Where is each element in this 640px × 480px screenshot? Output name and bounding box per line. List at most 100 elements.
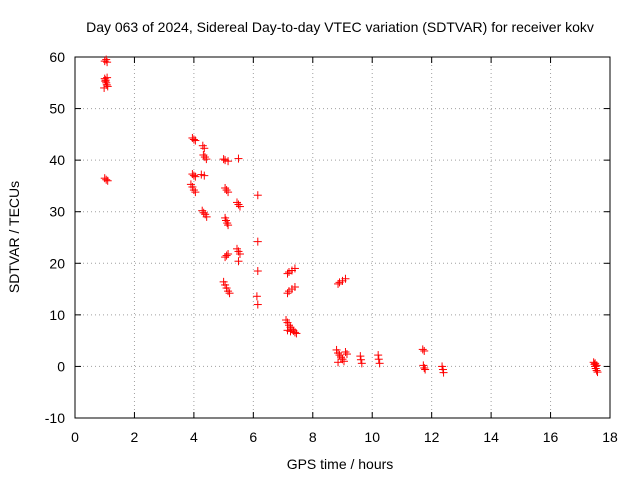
data-point bbox=[202, 212, 211, 221]
x-tick-label: 8 bbox=[309, 429, 317, 445]
x-tick-label: 0 bbox=[71, 429, 79, 445]
data-point bbox=[189, 135, 198, 144]
data-points bbox=[100, 55, 602, 377]
data-point bbox=[200, 171, 209, 180]
data-point bbox=[590, 360, 599, 369]
data-point bbox=[200, 144, 209, 153]
data-point bbox=[342, 350, 351, 359]
data-point bbox=[223, 219, 232, 228]
y-tick-label: 30 bbox=[49, 204, 65, 220]
data-point bbox=[191, 136, 200, 145]
y-tick-label: -10 bbox=[45, 410, 65, 426]
data-point bbox=[225, 289, 234, 298]
data-point bbox=[283, 289, 292, 298]
y-tick-label: 10 bbox=[49, 307, 65, 323]
data-point bbox=[375, 359, 384, 368]
data-point bbox=[283, 269, 292, 278]
x-tick-label: 10 bbox=[364, 429, 380, 445]
data-point bbox=[103, 176, 112, 185]
x-tick-label: 18 bbox=[602, 429, 618, 445]
y-tick-label: 0 bbox=[57, 358, 65, 374]
data-point bbox=[418, 345, 427, 354]
data-point bbox=[100, 83, 109, 92]
data-point bbox=[593, 368, 602, 377]
data-point bbox=[290, 264, 299, 273]
data-point bbox=[421, 365, 430, 374]
x-tick-label: 2 bbox=[131, 429, 139, 445]
data-point bbox=[420, 346, 429, 355]
data-point bbox=[286, 327, 295, 336]
data-point bbox=[290, 283, 299, 292]
data-point bbox=[338, 355, 347, 364]
data-point bbox=[374, 351, 383, 360]
data-point bbox=[339, 357, 348, 366]
data-point bbox=[334, 358, 343, 367]
data-point bbox=[356, 355, 365, 364]
data-point bbox=[224, 157, 233, 166]
x-axis-label: GPS time / hours bbox=[287, 456, 394, 472]
data-point bbox=[219, 155, 228, 164]
data-point bbox=[224, 188, 233, 197]
data-point bbox=[224, 221, 233, 230]
data-point bbox=[285, 321, 293, 330]
data-point bbox=[103, 58, 112, 67]
data-point bbox=[252, 292, 261, 301]
data-point bbox=[189, 186, 198, 195]
data-point bbox=[374, 355, 383, 364]
data-point bbox=[235, 250, 244, 259]
data-point bbox=[341, 274, 350, 283]
data-point bbox=[222, 251, 231, 260]
plot-border bbox=[74, 56, 611, 419]
data-point bbox=[202, 155, 211, 164]
data-point bbox=[189, 171, 198, 180]
data-point bbox=[234, 200, 243, 209]
data-point bbox=[591, 359, 600, 368]
x-tick-label: 4 bbox=[190, 429, 198, 445]
data-point bbox=[334, 279, 343, 288]
y-tick-label: 60 bbox=[49, 49, 65, 65]
data-point bbox=[191, 172, 200, 181]
x-tick-label: 12 bbox=[424, 429, 440, 445]
data-point bbox=[335, 351, 344, 360]
data-point bbox=[232, 198, 241, 207]
tick-labels: 0 2 4 6 8 10 12 14 16 18 -10 0 10 20 30 40 50 60 bbox=[45, 49, 618, 445]
data-point bbox=[103, 82, 112, 91]
data-point bbox=[222, 186, 231, 195]
data-point bbox=[234, 257, 243, 266]
data-point bbox=[234, 154, 243, 163]
data-point bbox=[439, 368, 448, 377]
data-point bbox=[235, 202, 244, 211]
data-point bbox=[253, 267, 262, 276]
chart-title: Day 063 of 2024, Sidereal Day-to-day VTE… bbox=[86, 19, 594, 35]
data-point bbox=[253, 237, 262, 246]
data-point bbox=[221, 183, 230, 192]
data-point bbox=[357, 359, 366, 368]
data-point bbox=[199, 208, 208, 217]
data-point bbox=[337, 353, 346, 362]
data-point bbox=[341, 347, 350, 356]
data-point bbox=[334, 349, 343, 358]
y-tick-label: 50 bbox=[49, 101, 65, 117]
data-point bbox=[200, 153, 209, 162]
data-point bbox=[199, 150, 208, 159]
y-tick-label: 40 bbox=[49, 152, 65, 168]
x-tick-label: 6 bbox=[249, 429, 257, 445]
data-point bbox=[103, 73, 112, 82]
data-point bbox=[356, 352, 365, 361]
data-point bbox=[224, 250, 233, 259]
data-point bbox=[102, 175, 111, 184]
data-point bbox=[253, 300, 262, 309]
y-tick-label: 20 bbox=[49, 255, 65, 271]
data-point bbox=[420, 363, 429, 372]
axis-ticks bbox=[74, 56, 611, 419]
x-tick-label: 16 bbox=[543, 429, 559, 445]
data-point bbox=[292, 329, 301, 338]
data-point bbox=[290, 328, 299, 337]
data-point bbox=[253, 191, 262, 200]
data-point bbox=[224, 287, 233, 296]
data-point bbox=[191, 188, 200, 197]
x-tick-label: 14 bbox=[483, 429, 499, 445]
data-point bbox=[592, 361, 601, 370]
y-axis-label: SDTVAR / TECUs bbox=[6, 181, 22, 293]
